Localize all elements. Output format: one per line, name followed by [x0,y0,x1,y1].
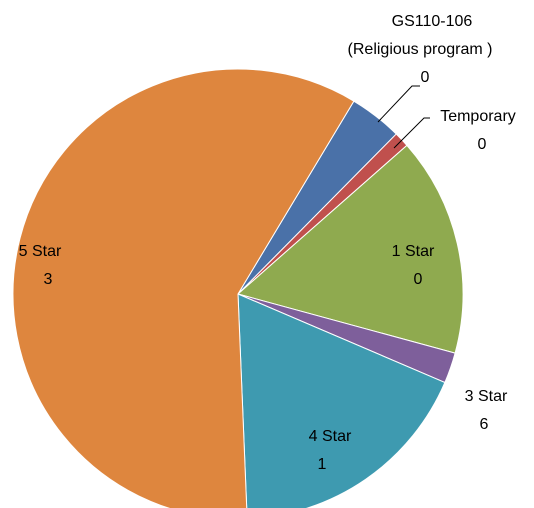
pie-slice [237,293,446,508]
slice-number: 0 [478,136,487,153]
slice-label: 4 Star [309,428,352,445]
slice-label: (Religious program ) [348,41,493,58]
pie-slice [236,144,464,354]
slice-label: 1 Star [392,243,435,260]
slice-label: 5 Star [19,243,62,260]
slice-label: Temporary [440,108,516,125]
pie-slice [12,68,355,508]
slice-number: 1 [318,456,327,473]
slice-number: 0 [421,69,430,86]
leader-line [393,117,430,149]
slice-label: 3 Star [465,388,508,405]
slice-number: 6 [480,416,489,433]
leader-line [377,85,420,123]
slice-number: 0 [414,271,423,288]
slice-number: 3 [44,271,53,288]
slice-label: GS110-106 [392,13,473,30]
